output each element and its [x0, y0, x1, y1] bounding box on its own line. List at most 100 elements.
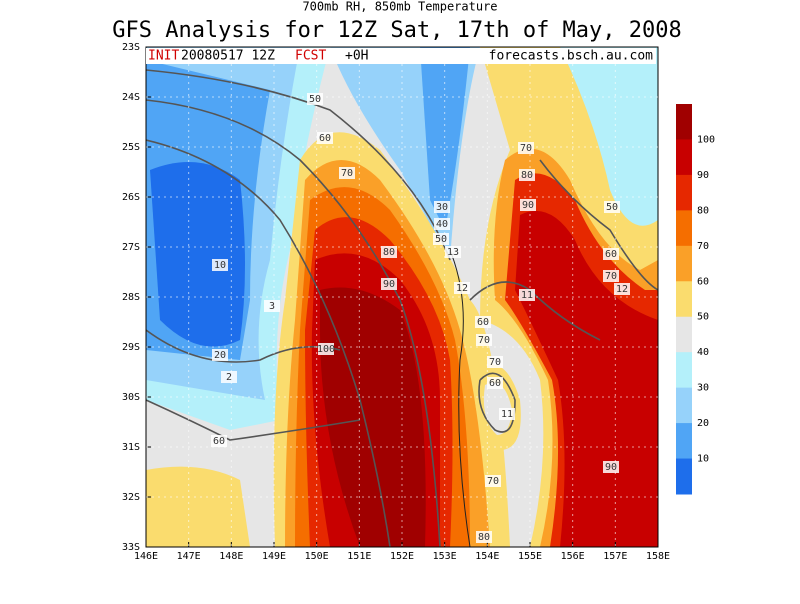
longitude-label: 148E: [219, 551, 243, 562]
colorbar-swatch: [676, 104, 692, 140]
longitude-label: 157E: [603, 551, 627, 562]
contour-label-bg: [476, 531, 492, 543]
contour-label-bg: [212, 259, 228, 271]
contour-label-bg: [433, 233, 449, 245]
contour-label-bg: [519, 289, 535, 301]
contour-label: 70: [478, 335, 490, 346]
init-value: 20080517 12Z: [181, 49, 275, 64]
colorbar-label: 40: [697, 347, 709, 358]
contour-label: 11: [501, 409, 513, 420]
contour-label: 30: [436, 202, 448, 213]
contour-label-bg: [487, 377, 503, 389]
contour-label-bg: [519, 169, 535, 181]
contour-label-bg: [454, 282, 470, 294]
contour-label: 70: [520, 143, 532, 154]
contour-label: 60: [489, 378, 501, 389]
contour-label-bg: [434, 201, 450, 213]
colorbar-label: 90: [697, 170, 709, 181]
colorbar-swatch: [676, 316, 692, 353]
colorbar-label: 50: [697, 312, 709, 323]
colorbar-swatch: [676, 210, 692, 247]
contour-label-bg: [520, 199, 536, 211]
contour-label-bg: [614, 283, 630, 295]
contour-label-bg: [318, 343, 334, 355]
contour-label: 40: [436, 219, 448, 230]
contour-label-bg: [603, 461, 619, 473]
contour-label: 11: [521, 290, 533, 301]
contour-label: 3: [269, 301, 275, 312]
source: forecasts.bsch.au.com: [489, 49, 654, 64]
colorbar-swatch: [676, 245, 692, 282]
contour-label: 50: [309, 94, 321, 105]
latitude-label: 33S: [122, 542, 140, 553]
contour-label: 90: [522, 200, 534, 211]
longitude-label: 146E: [134, 551, 158, 562]
contour-label: 10: [214, 260, 226, 271]
contour-label-bg: [221, 371, 237, 383]
colorbar-swatch: [676, 174, 692, 211]
latitude-label: 28S: [122, 292, 140, 303]
contour-label: 12: [616, 284, 628, 295]
contour-label: 80: [478, 532, 490, 543]
contour-label: 70: [487, 476, 499, 487]
contour-label: 50: [435, 234, 447, 245]
contour-label-bg: [339, 167, 355, 179]
contour-label: 60: [213, 436, 225, 447]
longitude-label: 158E: [646, 551, 670, 562]
colorbar-label: 20: [697, 418, 709, 429]
init-label: INIT: [148, 49, 179, 64]
contour-label-bg: [212, 349, 228, 361]
contour-label-bg: [476, 334, 492, 346]
subtitle: 700mb RH, 850mb Temperature: [302, 0, 497, 14]
contour-label-bg: [485, 475, 501, 487]
contour-label-bg: [307, 93, 323, 105]
colorbar-label: 10: [697, 454, 709, 465]
longitude-label: 150E: [305, 551, 329, 562]
contour-label-bg: [381, 278, 397, 290]
contour-label-bg: [264, 300, 280, 312]
longitude-label: 153E: [433, 551, 457, 562]
latitude-label: 29S: [122, 342, 140, 353]
latitude-label: 32S: [122, 492, 140, 503]
contour-label: 90: [605, 462, 617, 473]
contour-label-bg: [603, 248, 619, 260]
latitude-label: 26S: [122, 192, 140, 203]
contour-label-bg: [445, 246, 461, 258]
colorbar-label: 60: [697, 276, 709, 287]
longitude-label: 149E: [262, 551, 286, 562]
contour-label: 12: [456, 283, 468, 294]
contour-label-bg: [211, 435, 227, 447]
colorbar-label: 100: [697, 134, 715, 145]
latitude-label: 23S: [122, 42, 140, 53]
contour-label: 70: [489, 357, 501, 368]
contour-label-bg: [317, 132, 333, 144]
contour-label: 50: [606, 202, 618, 213]
fcst-value: +0H: [345, 49, 368, 64]
contour-label: 70: [605, 271, 617, 282]
colorbar-swatch: [676, 423, 692, 460]
contour-label-bg: [499, 408, 515, 420]
latitude-label: 27S: [122, 242, 140, 253]
contour-label: 80: [521, 170, 533, 181]
longitude-label: 154E: [475, 551, 499, 562]
colorbar-swatch: [676, 139, 692, 176]
colorbar-label: 80: [697, 205, 709, 216]
longitude-label: 155E: [518, 551, 542, 562]
contour-label: 60: [605, 249, 617, 260]
contour-label-bg: [604, 201, 620, 213]
info-bar: [146, 48, 656, 64]
title: GFS Analysis for 12Z Sat, 17th of May, 2…: [112, 18, 682, 43]
latitude-label: 31S: [122, 442, 140, 453]
colorbar-label: 70: [697, 241, 709, 252]
contour-label: 60: [477, 317, 489, 328]
fcst-label: FCST: [295, 49, 326, 64]
contour-label-bg: [434, 218, 450, 230]
contour-label: 60: [319, 133, 331, 144]
contour-label: 20: [214, 350, 226, 361]
contour-label: 80: [383, 247, 395, 258]
longitude-label: 156E: [561, 551, 585, 562]
contour-label: 90: [383, 279, 395, 290]
colorbar-swatch: [676, 352, 692, 389]
